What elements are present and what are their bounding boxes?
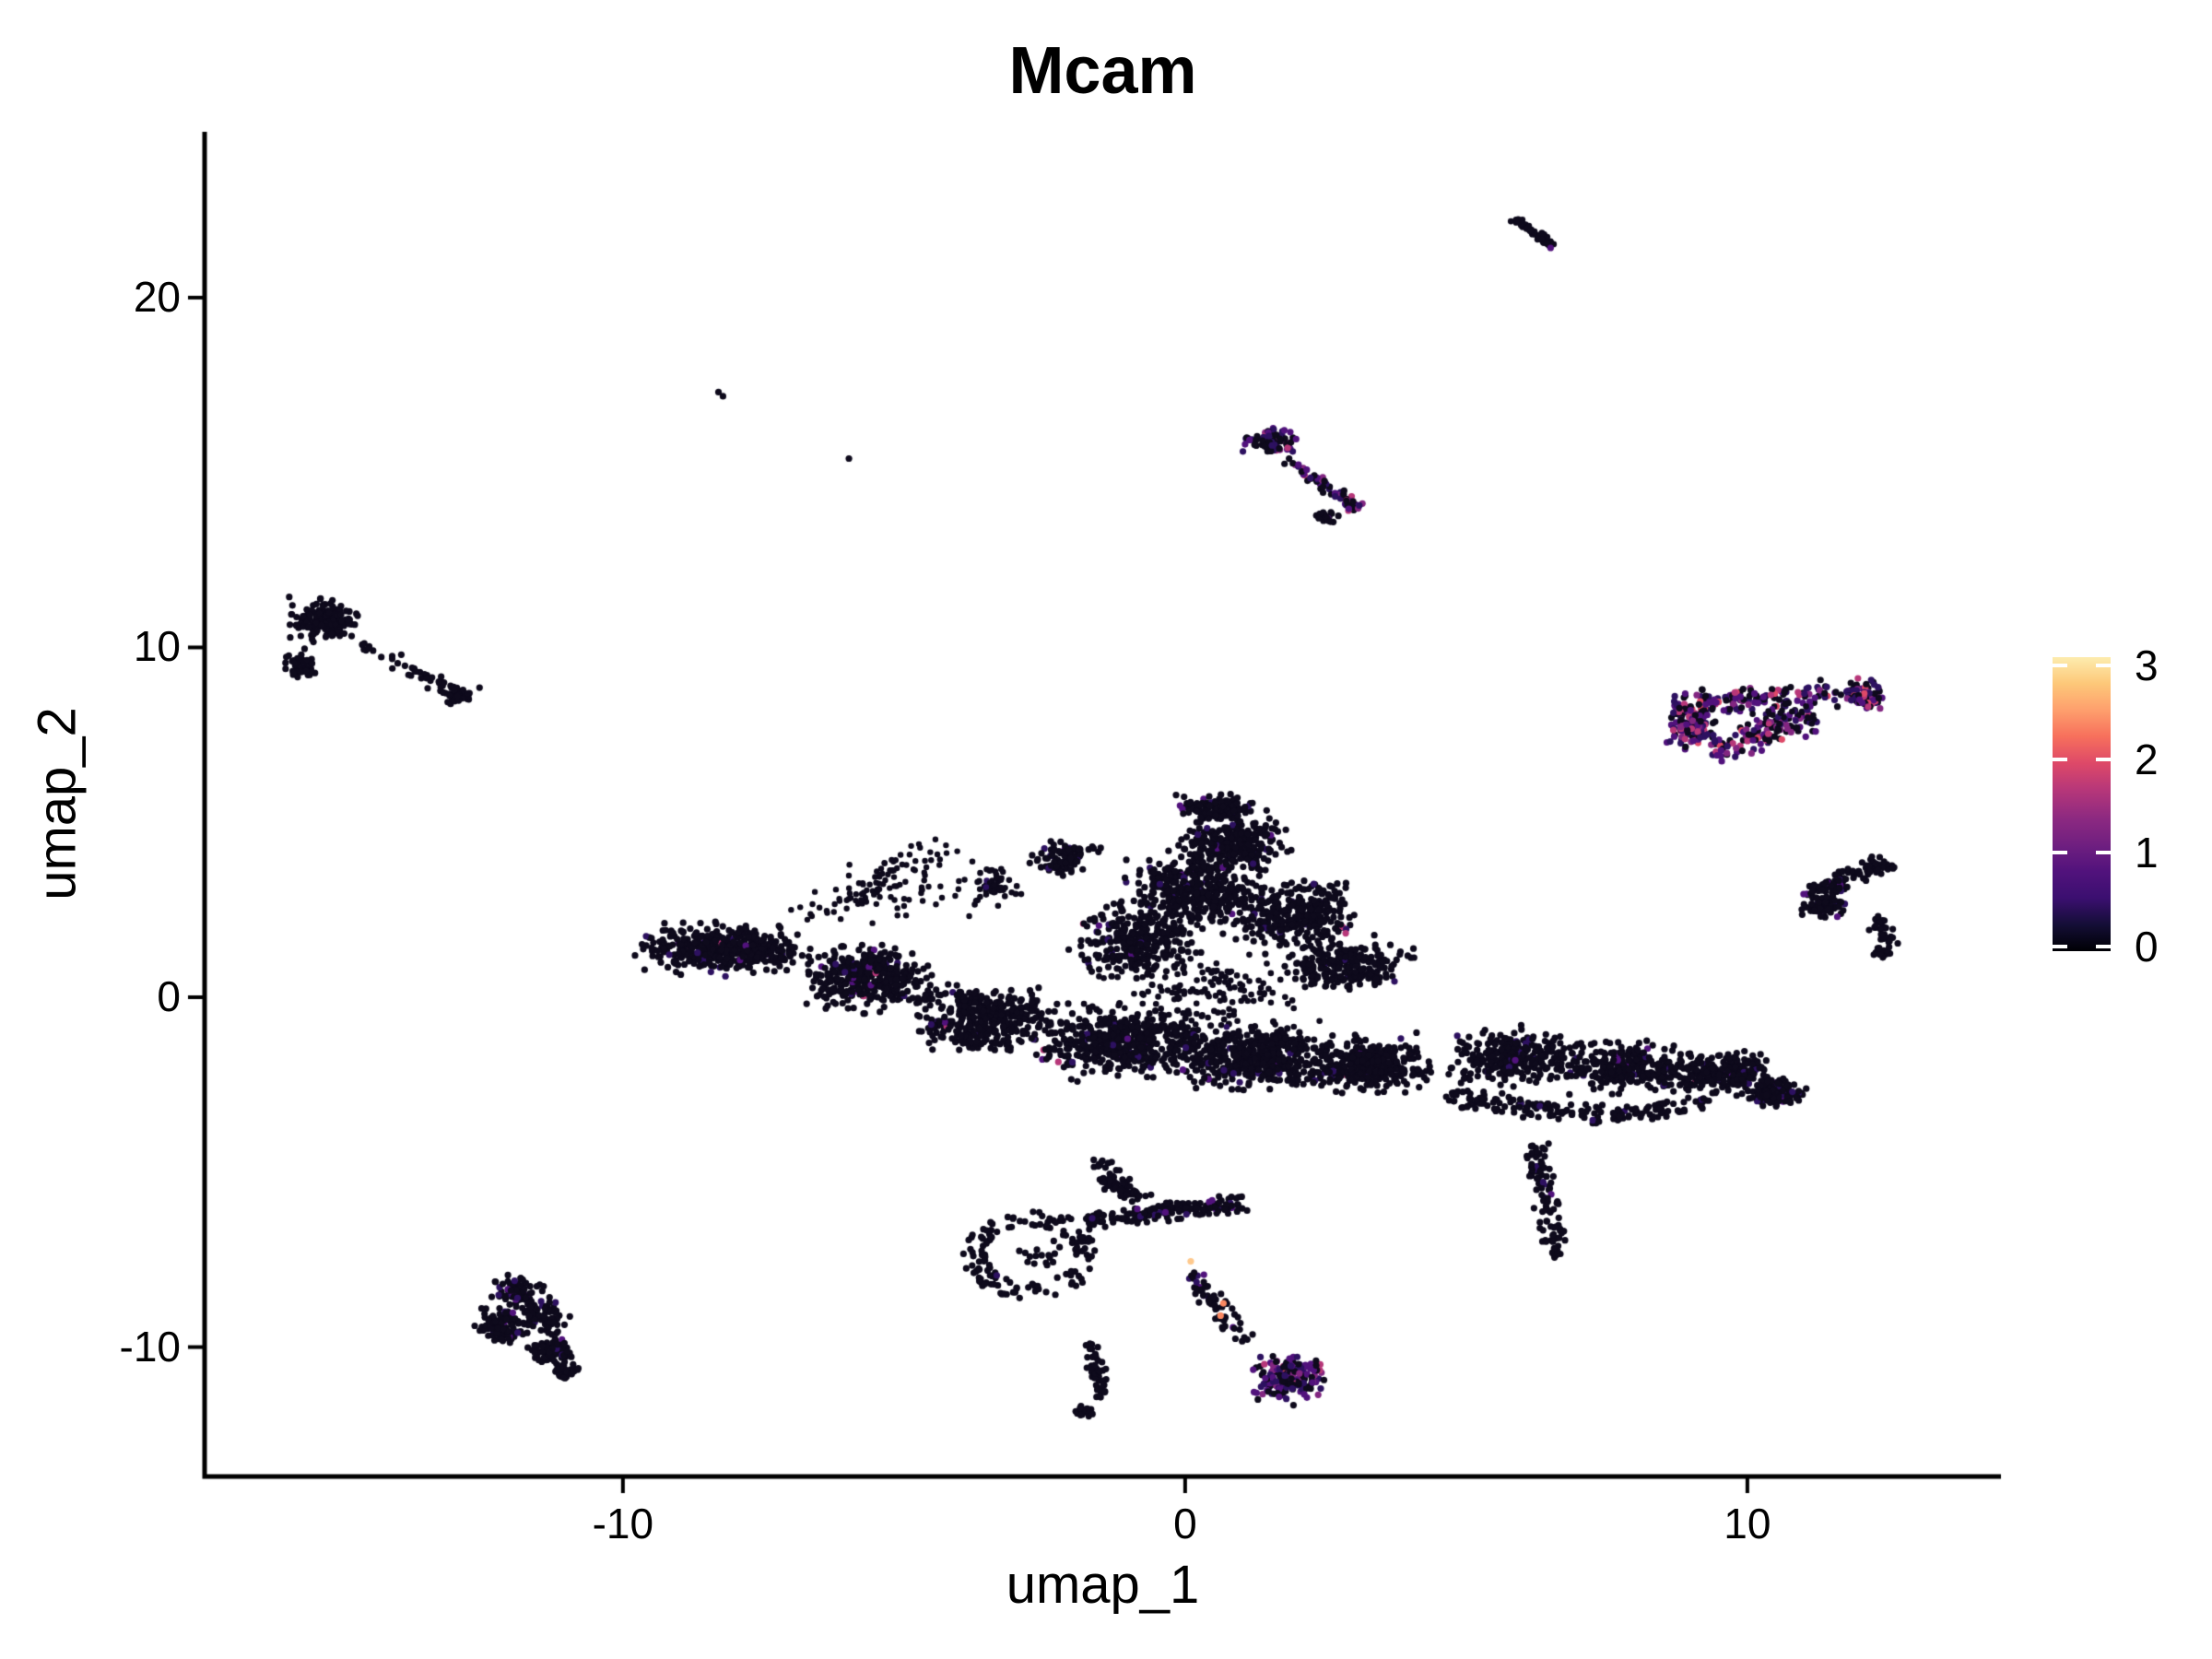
y-axis-label: umap_2 (27, 707, 88, 900)
y-tick-label: 0 (157, 971, 181, 1020)
y-tick-label: 10 (133, 622, 181, 671)
colorbar-tick-label: 0 (2135, 923, 2159, 971)
colorbar-tick-mark (2096, 945, 2111, 948)
colorbar-tick-label: 1 (2135, 829, 2159, 877)
colorbar-tick-mark (2053, 757, 2067, 761)
colorbar-tick-mark (2096, 664, 2111, 667)
x-tick-label: 10 (1724, 1500, 1771, 1547)
colorbar-tick-mark (2096, 851, 2111, 855)
y-tick-label: -10 (119, 1322, 181, 1371)
colorbar (2053, 657, 2111, 951)
colorbar-tick-mark (2053, 945, 2067, 948)
colorbar-tick-mark (2053, 851, 2067, 855)
y-tick-label: 20 (133, 272, 181, 321)
plot-title: Mcam (1008, 34, 1197, 108)
colorbar-tick-mark (2096, 757, 2111, 761)
colorbar-tick-mark (2053, 664, 2067, 667)
colorbar-tick-label: 3 (2135, 641, 2159, 689)
x-tick-label: -10 (592, 1500, 654, 1547)
x-tick-label: 0 (1173, 1500, 1197, 1547)
x-axis-label: umap_1 (1006, 1555, 1200, 1615)
colorbar-gradient (2053, 657, 2111, 951)
colorbar-tick-label: 2 (2135, 735, 2159, 783)
